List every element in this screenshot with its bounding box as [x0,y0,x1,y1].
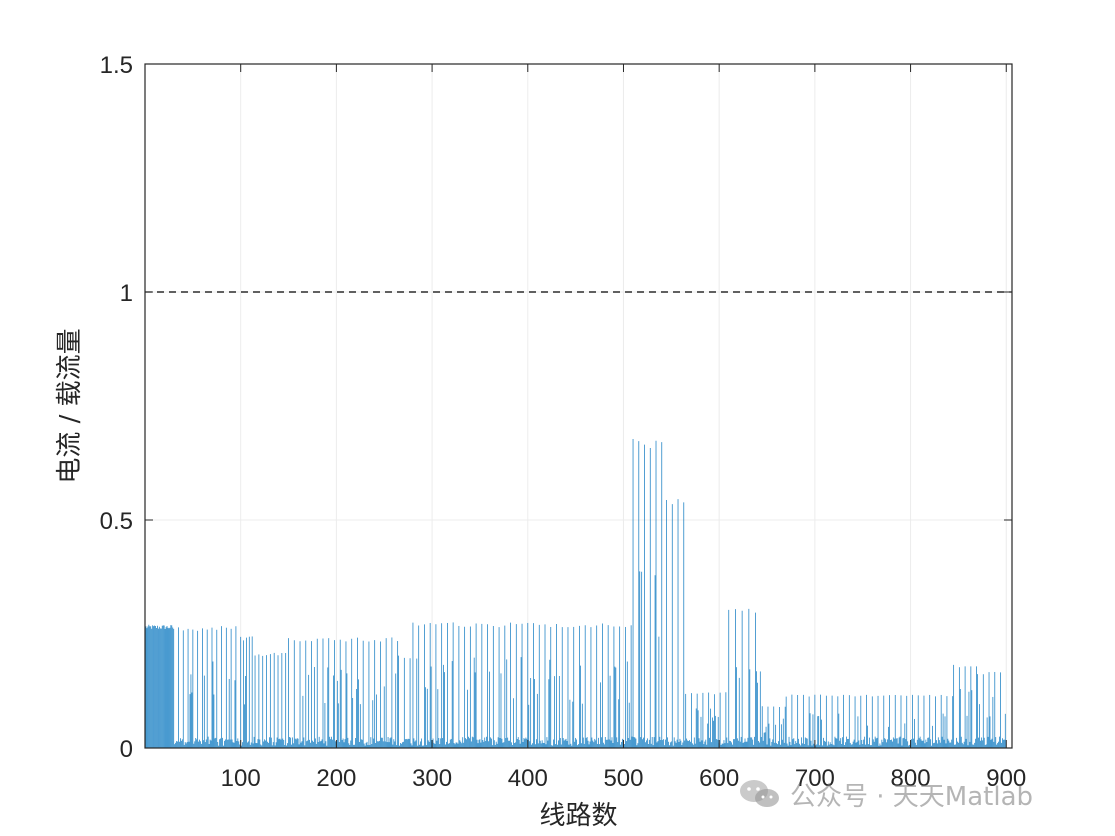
x-tick-label: 700 [795,765,835,792]
watermark: 公众号 · 天天Matlab [738,774,1033,814]
grid-lines [145,64,1012,748]
axes-box [144,63,1013,749]
x-tick-label: 600 [699,765,739,792]
x-tick-label: 500 [603,765,643,792]
watermark-text: 公众号 · 天天Matlab [790,781,1034,812]
y-tick-label: 1.5 [100,52,133,79]
axis-ticks: 100 200 300 400 500 600 700 800 900 0 0.5 1 1.5 [100,52,1027,792]
x-tick-label: 100 [221,765,261,792]
x-tick-label: 400 [508,765,548,792]
x-tick-label: 300 [412,765,452,792]
y-tick-label: 1 [120,280,133,307]
y-tick-label: 0.5 [100,508,133,535]
y-tick-label: 0 [120,736,133,763]
x-tick-label: 200 [316,765,356,792]
bar-series [145,439,1006,748]
wechat-icon [740,780,779,807]
y-axis-label: 电流 / 载流量 [55,328,85,483]
x-tick-label: 900 [986,765,1026,792]
x-axis-label: 线路数 [539,801,617,831]
x-tick-label: 800 [891,765,931,792]
